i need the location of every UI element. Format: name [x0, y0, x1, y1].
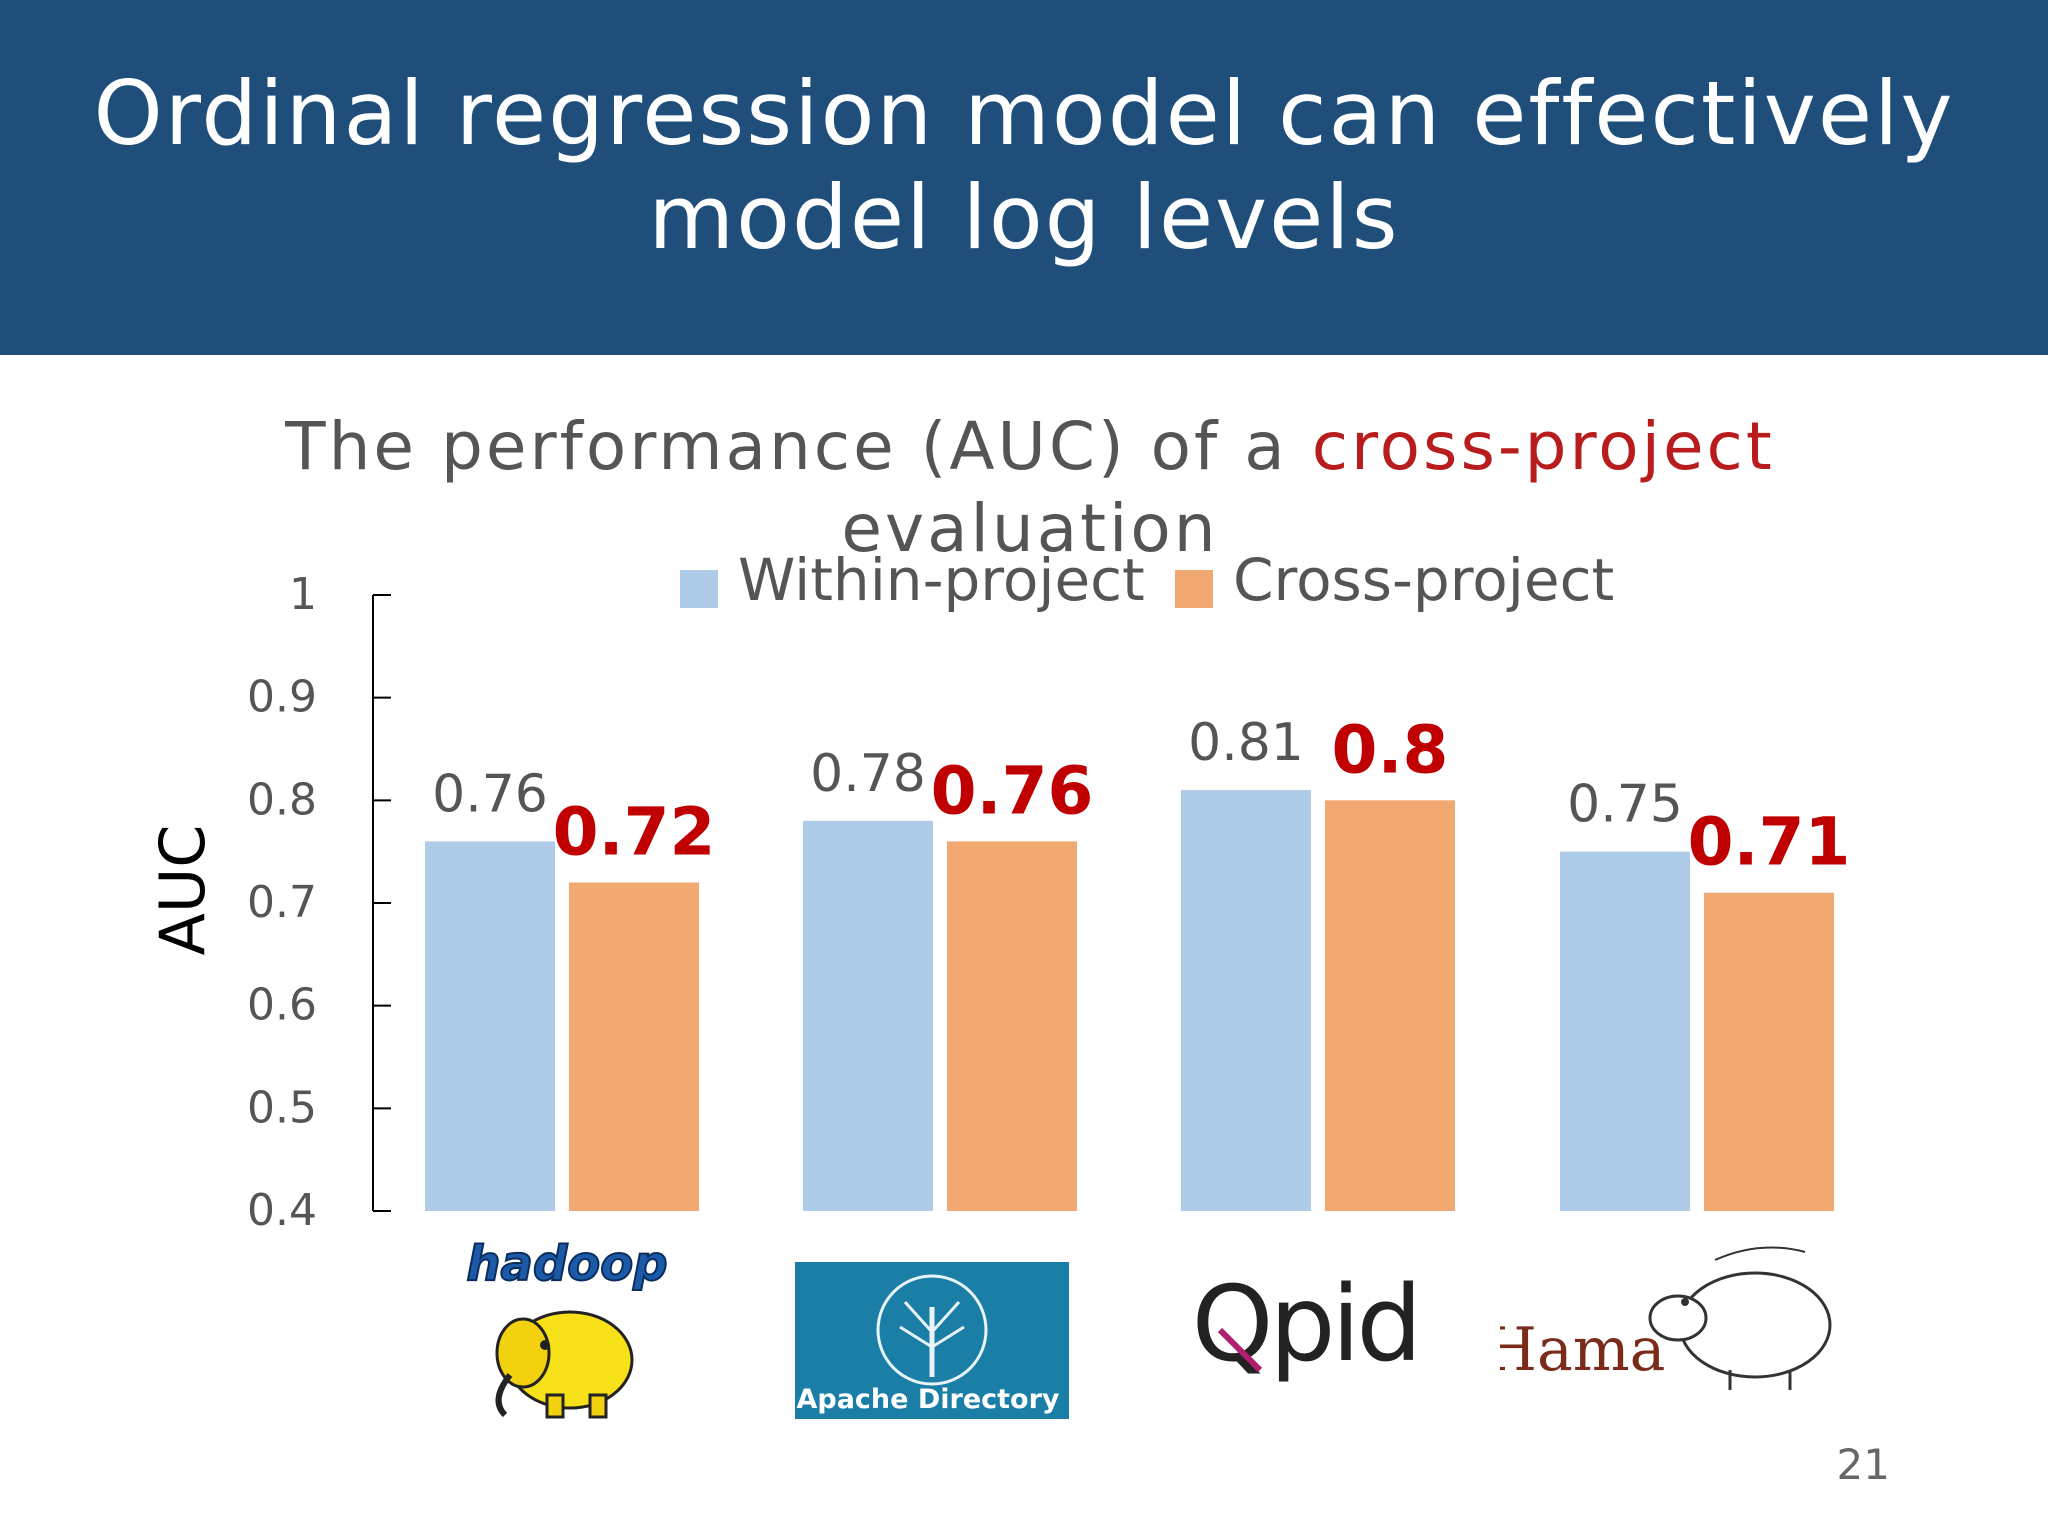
- data-label: 0.81: [1188, 713, 1304, 773]
- hadoop-logo: hadoop: [465, 1235, 669, 1419]
- data-label: 0.78: [810, 744, 926, 804]
- bar: [569, 882, 699, 1211]
- bar: [1181, 790, 1311, 1211]
- bar: [1560, 851, 1690, 1211]
- data-label: 0.76: [432, 764, 548, 824]
- y-axis-title: AUC: [146, 824, 219, 955]
- legend-swatch: [680, 570, 718, 608]
- bar: [1325, 800, 1455, 1211]
- chart-title-highlight: cross-project: [1311, 408, 1775, 485]
- apache-directory-logo-text: Apache Directory: [796, 1384, 1059, 1415]
- y-tick-label: 0.5: [247, 1082, 317, 1133]
- y-tick-label: 1: [289, 569, 317, 620]
- data-label: 0.72: [553, 793, 716, 870]
- qpid-logo-text: Qpid: [1192, 1263, 1419, 1385]
- slide-title-line-2: model log levels: [648, 166, 1400, 269]
- data-label: 0.71: [1688, 804, 1851, 881]
- bar: [425, 841, 555, 1211]
- title-banner: [0, 0, 2048, 355]
- y-tick-label: 0.8: [247, 774, 317, 825]
- y-tick-label: 0.7: [247, 877, 317, 928]
- hadoop-logo-text: hadoop: [466, 1236, 667, 1292]
- y-tick-label: 0.6: [247, 980, 317, 1031]
- data-label: 0.8: [1332, 711, 1449, 788]
- bar: [947, 841, 1077, 1211]
- y-tick-label: 0.9: [247, 672, 317, 723]
- page-number: 21: [1836, 1440, 1890, 1489]
- apache-directory-logo: Apache Directory: [795, 1262, 1069, 1419]
- legend-label: Within-project: [738, 546, 1145, 614]
- bar: [1704, 892, 1834, 1211]
- y-tick-label: 0.4: [247, 1185, 317, 1236]
- chart-title: The performance (AUC) of a cross-project…: [260, 406, 1800, 570]
- legend-label: Cross-project: [1233, 546, 1614, 614]
- data-label: 0.75: [1567, 775, 1683, 835]
- chart-title-text-end: evaluation: [841, 490, 1219, 567]
- data-label: 0.76: [931, 752, 1094, 829]
- bar: [803, 820, 933, 1211]
- slide-title-line-1: Ordinal regression model can effectively: [93, 62, 1955, 165]
- hama-logo: Hama: [1500, 1246, 1832, 1390]
- slide-title: Ordinal regression model can effectively…: [0, 62, 2048, 270]
- legend-swatch: [1175, 570, 1213, 608]
- hama-logo-text: Hama: [1500, 1315, 1665, 1385]
- chart-title-text: The performance (AUC) of a: [285, 408, 1312, 485]
- qpid-logo: Qpid: [1192, 1263, 1423, 1385]
